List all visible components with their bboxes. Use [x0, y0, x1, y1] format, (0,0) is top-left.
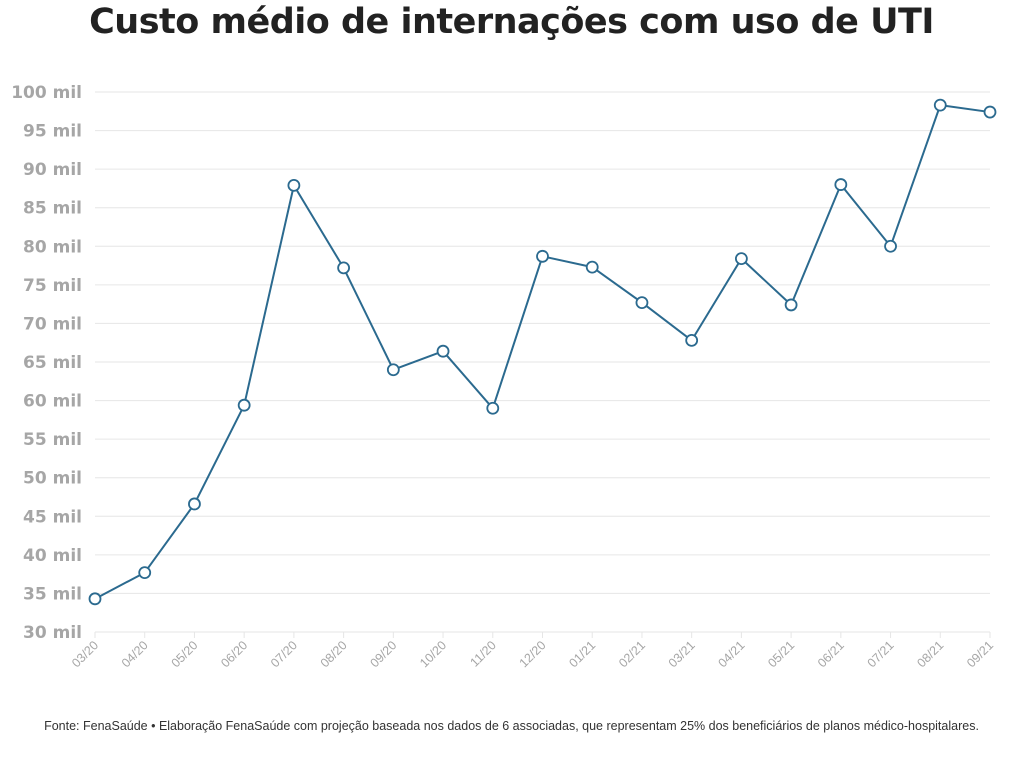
data-point	[188, 497, 201, 511]
data-point	[983, 105, 997, 119]
series-layer	[88, 98, 997, 606]
y-tick-label: 90 mil	[23, 160, 82, 180]
x-tick-label: 04/20	[119, 638, 151, 670]
x-tick-label: 02/21	[616, 638, 648, 670]
x-tick-label: 12/20	[517, 638, 549, 670]
data-point	[88, 592, 102, 606]
x-tick-label: 05/21	[765, 638, 797, 670]
y-tick-label: 45 mil	[23, 507, 82, 527]
y-tick-label: 70 mil	[23, 314, 82, 334]
data-point	[685, 333, 699, 347]
x-tick-label: 05/20	[169, 638, 201, 670]
y-tick-label: 100 mil	[11, 83, 82, 103]
x-tick-label: 08/20	[318, 638, 350, 670]
x-axis-ticks: 03/20 04/20 05/20 06/20 07/20 08/20 09/20 10/20…	[69, 632, 996, 670]
y-tick-label: 75 mil	[23, 276, 82, 296]
x-tick-label: 08/21	[914, 638, 946, 670]
data-point	[386, 363, 400, 377]
y-tick-label: 50 mil	[23, 469, 82, 489]
y-tick-label: 40 mil	[23, 546, 82, 566]
line-chart: 30 mil 35 mil 40 mil 45 mil 50 mil 55 mil 60 m…	[11, 83, 997, 670]
y-tick-label: 55 mil	[23, 430, 82, 450]
data-point	[635, 296, 649, 310]
data-point	[138, 566, 152, 579]
x-tick-label: 11/20	[468, 638, 499, 669]
data-point	[933, 98, 947, 112]
data-point	[486, 401, 500, 415]
x-tick-label: 09/21	[964, 638, 996, 670]
x-tick-label: 01/21	[566, 638, 598, 670]
x-tick-label: 06/21	[815, 638, 847, 670]
data-point	[237, 398, 251, 412]
y-tick-label: 35 mil	[23, 584, 82, 604]
x-tick-label: 04/21	[715, 638, 747, 670]
x-tick-label: 06/20	[218, 638, 250, 670]
x-tick-label: 07/21	[865, 638, 897, 670]
data-point	[884, 239, 897, 253]
data-point	[436, 344, 450, 358]
y-tick-label: 85 mil	[23, 199, 82, 219]
y-tick-label: 60 mil	[23, 392, 82, 412]
series-line	[94, 104, 991, 600]
gridlines	[95, 91, 990, 633]
x-tick-label: 03/21	[666, 638, 698, 670]
data-point	[287, 178, 301, 192]
y-tick-label: 65 mil	[23, 353, 82, 373]
data-point	[734, 252, 748, 266]
y-tick-label: 95 mil	[23, 122, 82, 142]
x-tick-label: 07/20	[268, 638, 300, 670]
y-tick-label: 80 mil	[23, 237, 82, 257]
data-point	[585, 260, 599, 274]
y-tick-label: 30 mil	[23, 623, 82, 643]
chart-title: Custo médio de internações com uso de UT…	[89, 2, 934, 42]
data-point	[784, 298, 798, 312]
x-tick-label: 09/20	[367, 638, 399, 670]
data-point	[834, 178, 848, 191]
data-point	[337, 261, 351, 275]
data-point	[536, 249, 549, 263]
x-tick-label: 10/20	[417, 638, 449, 670]
y-axis-ticks: 30 mil 35 mil 40 mil 45 mil 50 mil 55 mil 60 m…	[11, 83, 82, 643]
source-note: Fonte: FenaSaúde • Elaboração FenaSaúde …	[44, 719, 979, 733]
